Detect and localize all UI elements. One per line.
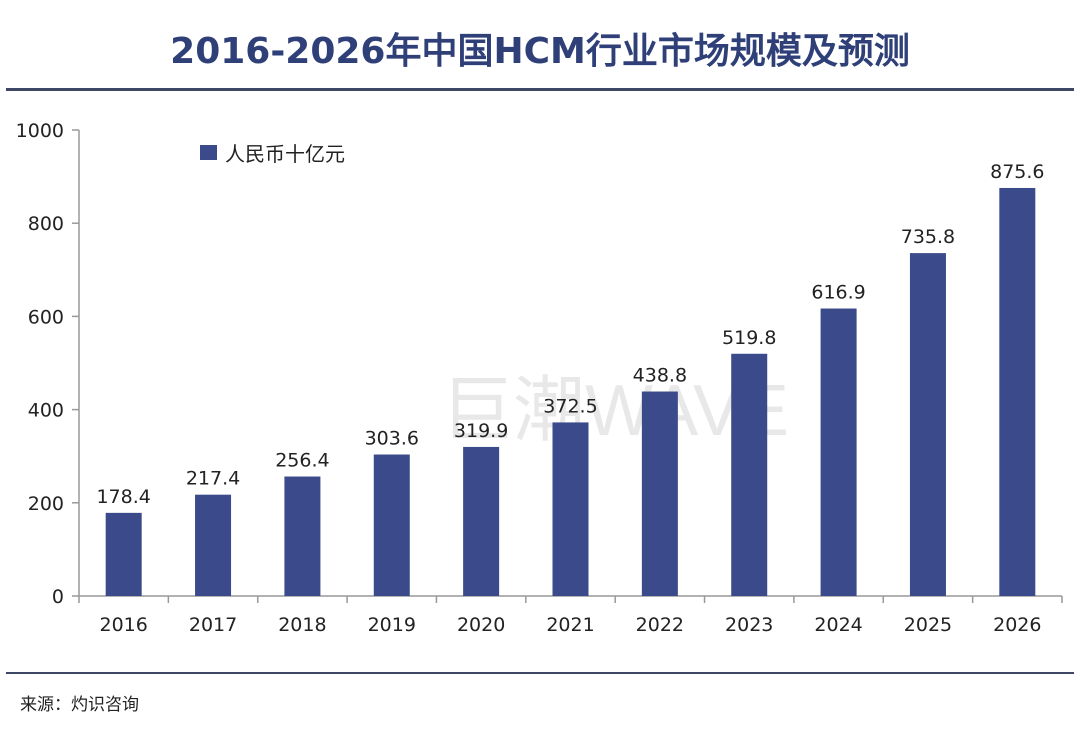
legend-swatch [200, 145, 217, 160]
x-tick-label: 2022 [636, 614, 684, 636]
bar-2021 [552, 422, 589, 596]
data-label: 256.4 [275, 450, 329, 472]
source-note: 来源：灼识咨询 [20, 695, 139, 715]
y-tick-label: 600 [28, 306, 64, 328]
x-tick-label: 2025 [904, 614, 952, 636]
data-label: 178.4 [96, 486, 150, 508]
x-tick-label: 2017 [189, 614, 237, 636]
data-label: 319.9 [454, 420, 508, 442]
x-tick-label: 2026 [993, 614, 1041, 636]
bar-2017 [195, 494, 232, 596]
bar-2024 [820, 308, 857, 596]
bar-2016 [105, 512, 142, 596]
y-tick-label: 0 [52, 586, 64, 608]
y-tick-label: 1000 [16, 120, 64, 142]
legend-label: 人民币十亿元 [225, 142, 345, 166]
watermark: 巨潮WAVE [441, 371, 789, 451]
y-tick-label: 400 [28, 400, 64, 422]
bar-2026 [999, 187, 1036, 596]
bar-2018 [284, 476, 321, 596]
y-tick-label: 800 [28, 213, 64, 235]
bar-2025 [909, 253, 946, 597]
x-tick-label: 2023 [725, 614, 773, 636]
data-label: 372.5 [543, 395, 597, 417]
x-tick-label: 2024 [814, 614, 862, 636]
top-divider [6, 88, 1074, 91]
bottom-divider [6, 672, 1074, 674]
bar-chart: 巨潮WAVE 0 200 400 600 800 1000 178.4 2016 217.4 201… [16, 120, 1063, 636]
x-tick-label: 2020 [457, 614, 505, 636]
data-label: 217.4 [186, 468, 240, 490]
x-tick-label: 2016 [100, 614, 148, 636]
bar-2019 [373, 454, 410, 596]
bar-2020 [463, 446, 500, 596]
x-tick-label: 2019 [368, 614, 416, 636]
bar-2023 [731, 353, 768, 596]
data-label: 735.8 [901, 226, 955, 248]
chart-title: 2016-2026年中国HCM行业市场规模及预测 [170, 31, 910, 72]
data-label: 519.8 [722, 327, 776, 349]
data-label: 875.6 [990, 161, 1044, 183]
x-tick-label: 2021 [546, 614, 594, 636]
bar-2022 [641, 391, 678, 596]
data-label: 616.9 [811, 282, 865, 304]
y-tick-label: 200 [28, 493, 64, 515]
x-tick-label: 2018 [278, 614, 326, 636]
data-label: 303.6 [365, 428, 419, 450]
data-label: 438.8 [633, 365, 687, 387]
